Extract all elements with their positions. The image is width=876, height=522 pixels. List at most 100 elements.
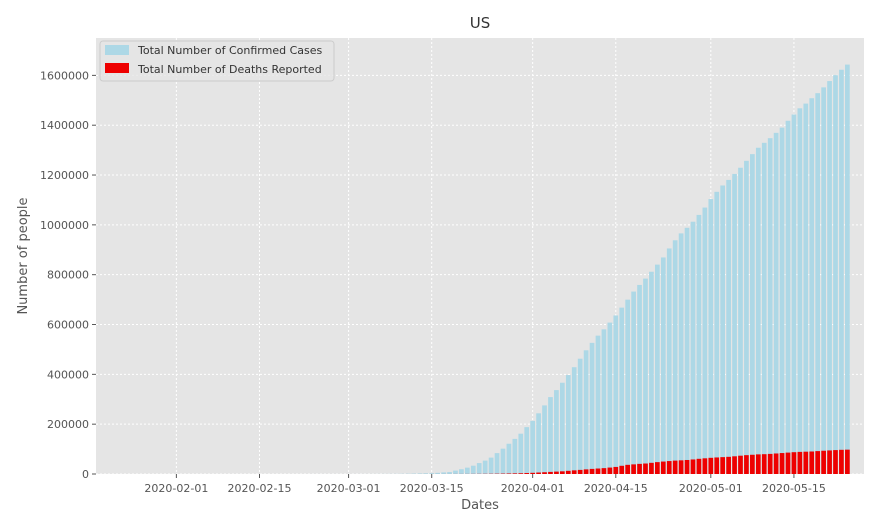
confirmed-cases-bar bbox=[577, 358, 583, 474]
x-axis-ticks: 2020-02-01 2020-02-15 2020-03-01 2020-03-15… bbox=[144, 474, 826, 495]
deaths-bar bbox=[708, 457, 714, 474]
deaths-bar bbox=[767, 453, 773, 474]
confirmed-cases-bar bbox=[714, 191, 720, 474]
confirmed-cases-bar bbox=[464, 467, 470, 474]
deaths-bar bbox=[643, 463, 648, 474]
x-axis-label: Dates bbox=[461, 498, 499, 513]
confirmed-cases-bar bbox=[417, 473, 423, 474]
deaths-bar bbox=[548, 471, 553, 474]
confirmed-cases-bar bbox=[607, 322, 613, 474]
y-tick-label: 1600000 bbox=[40, 69, 89, 82]
deaths-bar bbox=[797, 451, 803, 474]
deaths-bar bbox=[690, 459, 696, 474]
deaths-bar bbox=[785, 452, 791, 474]
deaths-bar bbox=[518, 473, 524, 474]
confirmed-cases-bar bbox=[821, 87, 826, 474]
confirmed-cases-bar bbox=[839, 69, 844, 475]
confirmed-cases-bar bbox=[678, 233, 684, 474]
confirmed-cases-bar bbox=[732, 173, 737, 474]
deaths-bar bbox=[619, 465, 625, 474]
confirmed-cases-bar bbox=[470, 465, 476, 474]
confirmed-cases-bar bbox=[453, 470, 458, 474]
deaths-bar bbox=[773, 453, 779, 474]
deaths-series bbox=[340, 449, 850, 474]
x-tick-label: 2020-03-01 bbox=[317, 482, 381, 495]
confirmed-cases-bar bbox=[744, 160, 749, 474]
confirmed-cases-bar bbox=[815, 93, 821, 474]
confirmed-cases-bar bbox=[476, 463, 482, 474]
confirmed-cases-bar bbox=[613, 315, 619, 474]
x-tick-label: 2020-02-15 bbox=[228, 482, 292, 495]
deaths-bar bbox=[589, 468, 595, 474]
legend-swatch-deaths bbox=[105, 63, 129, 73]
deaths-bar bbox=[560, 471, 565, 474]
confirmed-cases-bar bbox=[625, 299, 631, 474]
confirmed-cases-bar bbox=[738, 167, 743, 475]
deaths-bar bbox=[714, 457, 720, 474]
confirmed-cases-bar bbox=[809, 98, 815, 475]
confirmed-cases-bar bbox=[601, 329, 607, 474]
deaths-bar bbox=[761, 454, 767, 474]
deaths-bar bbox=[809, 451, 815, 474]
confirmed-cases-bar bbox=[797, 108, 803, 474]
confirmed-cases-bar bbox=[637, 284, 642, 474]
deaths-bar bbox=[530, 472, 536, 474]
deaths-bar bbox=[678, 460, 684, 474]
x-tick-label: 2020-04-01 bbox=[501, 482, 565, 495]
deaths-bar bbox=[655, 462, 660, 474]
deaths-bar bbox=[672, 460, 678, 474]
confirmed-cases-bar bbox=[441, 472, 446, 474]
deaths-bar bbox=[601, 468, 607, 474]
confirmed-cases-bar bbox=[506, 443, 512, 474]
confirmed-cases-bar bbox=[488, 457, 494, 474]
y-tick-label: 200000 bbox=[47, 418, 89, 431]
confirmed-cases-bar bbox=[672, 240, 678, 474]
deaths-bar bbox=[577, 469, 583, 474]
confirmed-cases-bar bbox=[684, 227, 690, 474]
deaths-bar bbox=[815, 451, 821, 474]
x-tick-label: 2020-05-15 bbox=[762, 482, 826, 495]
confirmed-cases-bar bbox=[429, 473, 435, 474]
confirmed-cases-bar bbox=[631, 291, 636, 474]
deaths-bar bbox=[666, 461, 672, 474]
confirmed-cases-bar bbox=[560, 382, 565, 474]
deaths-bar bbox=[755, 454, 761, 474]
deaths-bar bbox=[827, 450, 832, 474]
deaths-bar bbox=[536, 472, 541, 474]
deaths-bar bbox=[726, 456, 731, 474]
confirmed-cases-bar bbox=[833, 75, 838, 474]
confirmed-cases-bar bbox=[702, 207, 708, 474]
deaths-bar bbox=[720, 457, 726, 474]
deaths-bar bbox=[845, 449, 850, 474]
deaths-bar bbox=[684, 459, 690, 474]
x-tick-label: 2020-03-15 bbox=[400, 482, 464, 495]
deaths-bar bbox=[613, 466, 619, 474]
confirmed-cases-bar bbox=[500, 448, 506, 474]
confirmed-cases-bar bbox=[447, 472, 452, 474]
y-tick-label: 600000 bbox=[47, 319, 89, 332]
deaths-bar bbox=[702, 458, 708, 474]
confirmed-cases-bar bbox=[542, 405, 547, 474]
confirmed-cases-bar bbox=[435, 472, 441, 474]
confirmed-cases-bar bbox=[459, 469, 464, 474]
confirmed-cases-bar bbox=[643, 278, 648, 474]
confirmed-cases-bar bbox=[565, 375, 571, 474]
deaths-bar bbox=[565, 470, 571, 474]
x-tick-label: 2020-04-15 bbox=[584, 482, 648, 495]
confirmed-cases-bar bbox=[708, 199, 714, 474]
deaths-bar bbox=[660, 461, 666, 474]
y-tick-label: 1400000 bbox=[40, 119, 89, 132]
y-tick-label: 800000 bbox=[47, 269, 89, 282]
deaths-bar bbox=[839, 449, 844, 474]
confirmed-cases-bar bbox=[750, 154, 755, 474]
x-tick-label: 2020-05-01 bbox=[679, 482, 743, 495]
deaths-bar bbox=[631, 464, 636, 474]
confirmed-cases-bar bbox=[494, 453, 500, 474]
confirmed-cases-bar bbox=[767, 138, 773, 475]
confirmed-cases-bar bbox=[583, 350, 589, 474]
deaths-bar bbox=[583, 469, 589, 474]
y-tick-label: 0 bbox=[82, 468, 89, 481]
confirmed-cases-bar bbox=[589, 342, 595, 474]
y-tick-label: 1000000 bbox=[40, 219, 89, 232]
